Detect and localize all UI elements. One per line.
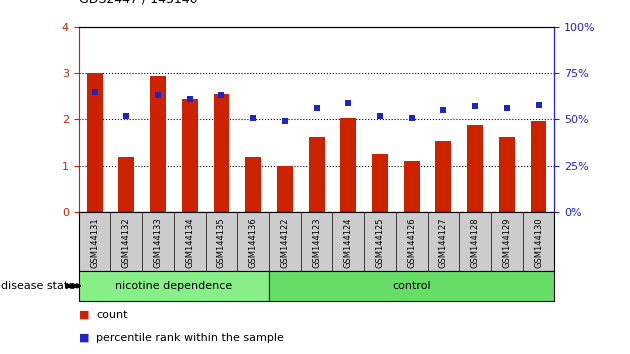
Text: GSM144125: GSM144125 bbox=[375, 217, 384, 268]
Point bbox=[121, 113, 131, 119]
Point bbox=[185, 96, 195, 102]
Text: GDS2447 / 143140: GDS2447 / 143140 bbox=[79, 0, 197, 5]
Bar bbox=[182, 98, 198, 212]
Bar bbox=[530, 121, 546, 212]
Point bbox=[375, 113, 385, 119]
Bar bbox=[372, 154, 388, 212]
Bar bbox=[435, 141, 451, 212]
Point bbox=[153, 92, 163, 98]
Text: control: control bbox=[392, 281, 431, 291]
Text: nicotine dependence: nicotine dependence bbox=[115, 281, 232, 291]
Text: percentile rank within the sample: percentile rank within the sample bbox=[96, 333, 284, 343]
Text: GSM144133: GSM144133 bbox=[154, 217, 163, 268]
Text: GSM144123: GSM144123 bbox=[312, 217, 321, 268]
Bar bbox=[499, 137, 515, 212]
Text: GSM144135: GSM144135 bbox=[217, 217, 226, 268]
Bar bbox=[467, 125, 483, 212]
Point bbox=[470, 104, 480, 109]
Text: GSM144128: GSM144128 bbox=[471, 217, 479, 268]
Text: GSM144136: GSM144136 bbox=[249, 217, 258, 268]
Point bbox=[248, 115, 258, 120]
Text: GSM144132: GSM144132 bbox=[122, 217, 131, 268]
Bar bbox=[340, 118, 356, 212]
Text: GSM144124: GSM144124 bbox=[344, 217, 353, 268]
Point bbox=[89, 89, 100, 95]
Bar bbox=[404, 161, 420, 212]
Text: GSM144127: GSM144127 bbox=[439, 217, 448, 268]
Bar bbox=[150, 76, 166, 212]
Text: GSM144130: GSM144130 bbox=[534, 217, 543, 268]
Bar bbox=[245, 156, 261, 212]
Bar bbox=[87, 73, 103, 212]
Point bbox=[280, 119, 290, 124]
Bar bbox=[277, 166, 293, 212]
Point bbox=[501, 105, 512, 111]
Bar bbox=[118, 156, 134, 212]
Text: GSM144129: GSM144129 bbox=[502, 217, 512, 268]
Text: ■: ■ bbox=[79, 310, 89, 320]
Point bbox=[534, 102, 544, 108]
Text: GSM144134: GSM144134 bbox=[185, 217, 194, 268]
Bar bbox=[214, 94, 229, 212]
Text: count: count bbox=[96, 310, 128, 320]
Text: GSM144122: GSM144122 bbox=[280, 217, 289, 268]
Bar bbox=[309, 137, 324, 212]
Text: GSM144126: GSM144126 bbox=[407, 217, 416, 268]
Text: ■: ■ bbox=[79, 333, 89, 343]
Point bbox=[407, 115, 417, 120]
Point bbox=[311, 105, 321, 111]
Text: disease state: disease state bbox=[1, 281, 76, 291]
Text: GSM144131: GSM144131 bbox=[90, 217, 99, 268]
Point bbox=[217, 92, 227, 98]
Point bbox=[343, 100, 353, 105]
Point bbox=[438, 107, 449, 113]
